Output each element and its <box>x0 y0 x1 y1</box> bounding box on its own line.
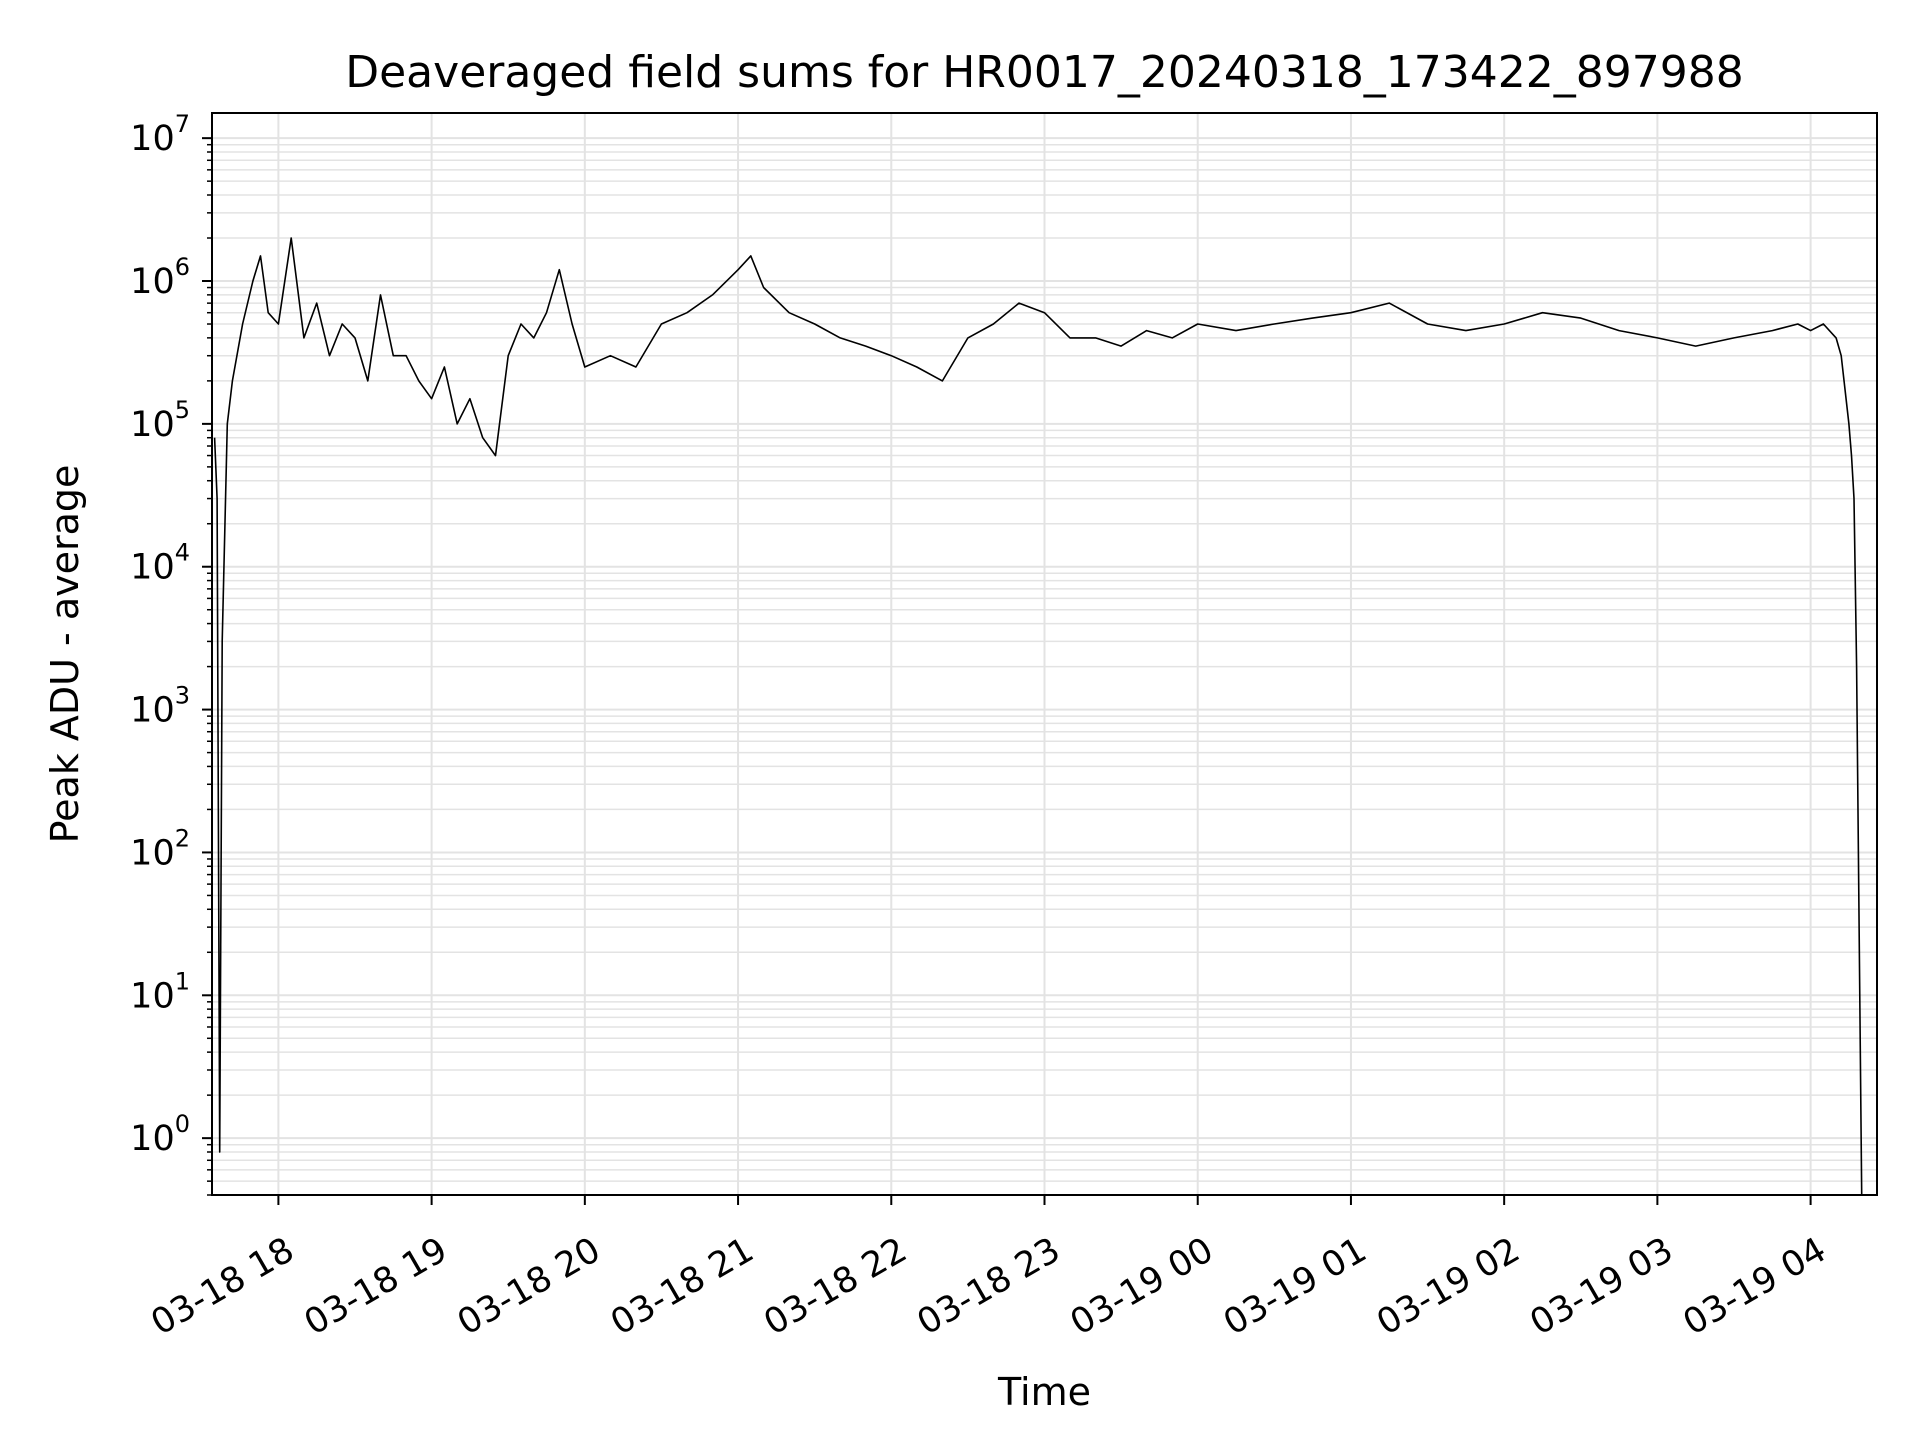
y-tick-label-exponent: 0 <box>175 1110 190 1138</box>
y-tick-label-base: 10 <box>130 976 175 1016</box>
y-tick-label: 103 <box>130 682 190 731</box>
y-tick-label-exponent: 4 <box>175 539 190 567</box>
y-tick-label-base: 10 <box>130 691 175 731</box>
y-tick-label: 107 <box>130 110 190 159</box>
y-tick-label: 102 <box>130 824 190 873</box>
chart-title: Deaveraged field sums for HR0017_2024031… <box>345 47 1744 98</box>
y-tick-label-exponent: 3 <box>175 682 190 710</box>
y-tick-label-base: 10 <box>130 833 175 873</box>
y-tick-label: 106 <box>130 253 190 302</box>
y-tick-label-base: 10 <box>130 405 175 445</box>
y-tick-label: 100 <box>130 1110 190 1159</box>
x-axis-label: Time <box>997 1370 1091 1414</box>
y-tick-label: 105 <box>130 396 190 445</box>
y-tick-label-base: 10 <box>130 119 175 159</box>
series-layer <box>213 237 1863 1196</box>
grid <box>212 113 1877 1196</box>
y-tick-label-exponent: 2 <box>175 824 190 852</box>
y-tick-label: 101 <box>130 967 190 1016</box>
y-tick-label-exponent: 7 <box>175 110 190 138</box>
y-tick-label-base: 10 <box>130 548 175 588</box>
y-tick-label-base: 10 <box>130 262 175 302</box>
y-tick-label-exponent: 1 <box>175 967 190 995</box>
y-tick-label-base: 10 <box>130 1119 175 1159</box>
y-tick-label-exponent: 5 <box>175 396 190 424</box>
y-axis-label: Peak ADU - average <box>43 465 87 844</box>
series-line <box>213 237 1863 1196</box>
y-tick-label-exponent: 6 <box>175 253 190 281</box>
y-tick-label: 104 <box>130 539 190 588</box>
